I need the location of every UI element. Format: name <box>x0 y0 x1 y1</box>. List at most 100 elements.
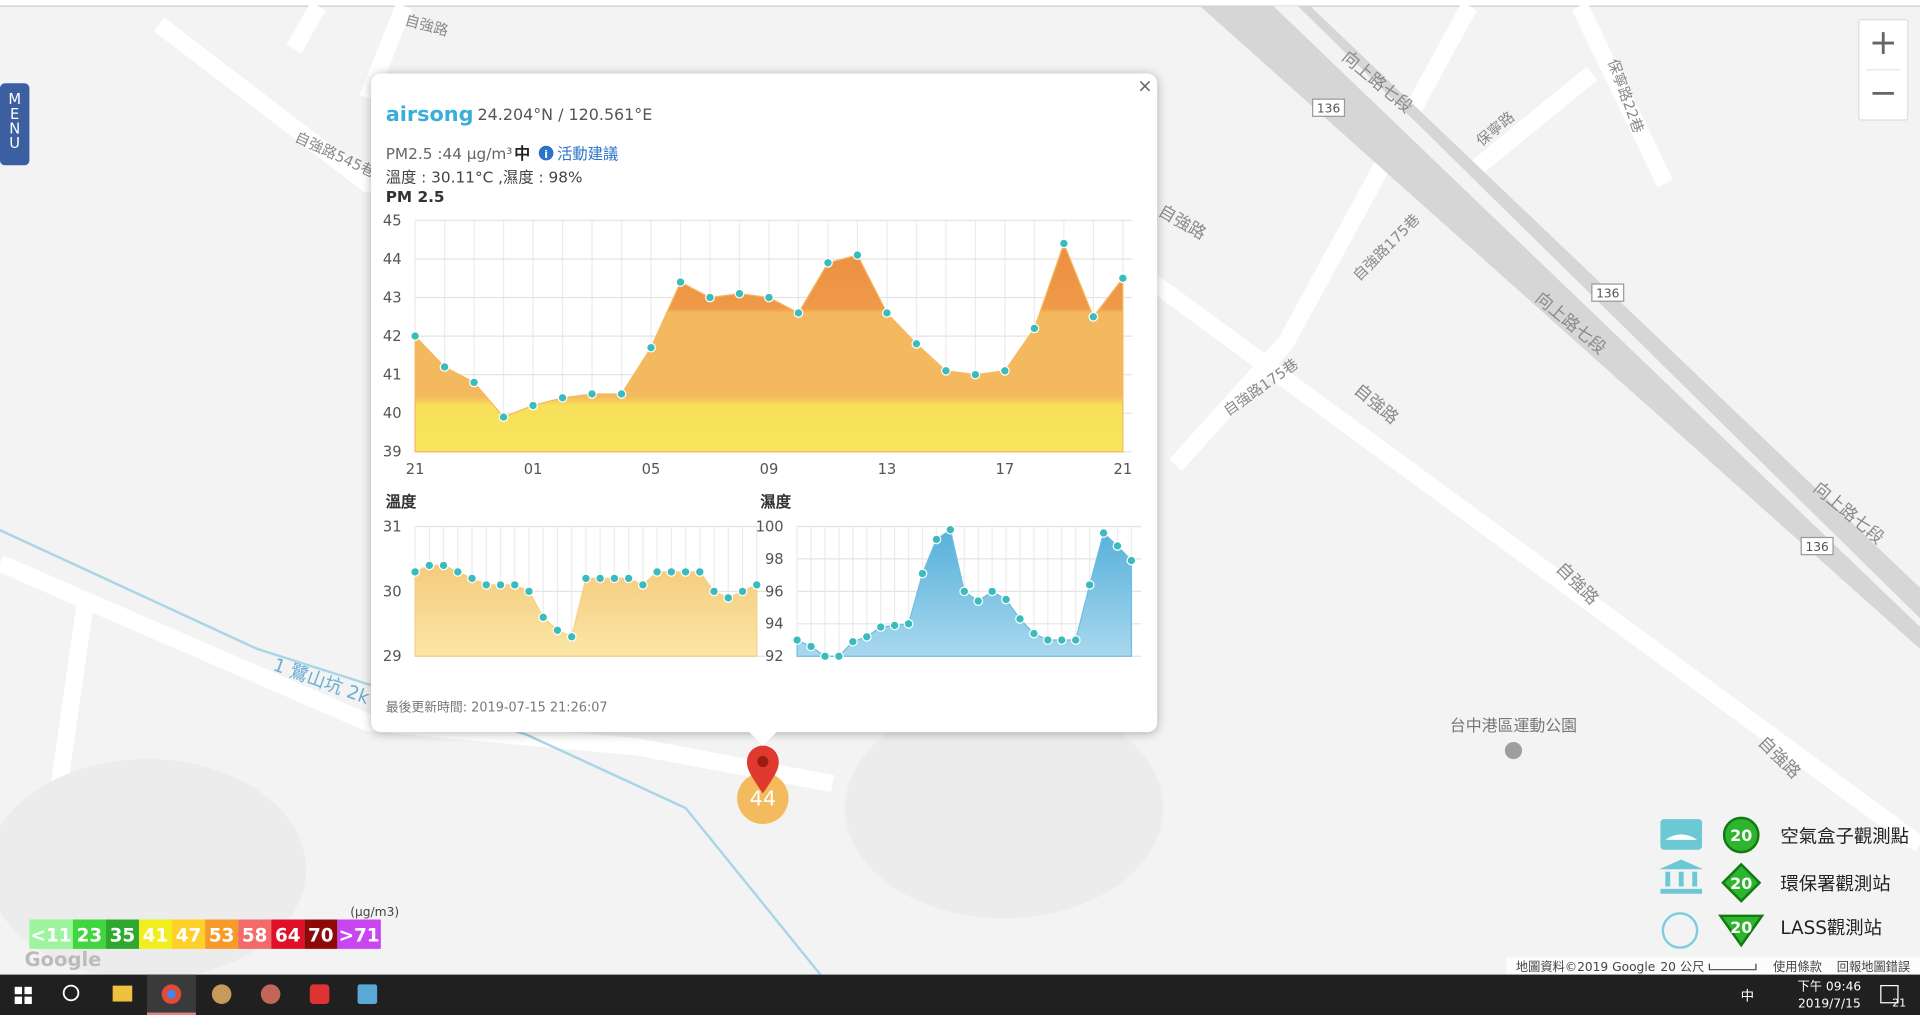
area <box>414 241 1124 453</box>
data-point <box>646 342 656 353</box>
start-tile <box>14 986 23 995</box>
data-point <box>481 579 492 590</box>
data-point <box>931 534 942 545</box>
data-point <box>847 636 858 647</box>
legend-label: 35 <box>110 926 136 947</box>
data-point <box>498 412 509 422</box>
data-point <box>945 524 956 535</box>
data-point <box>609 573 620 584</box>
station-type: LASS觀測站 <box>1780 918 1882 939</box>
place-label: 台中港區運動公園 <box>1450 716 1577 735</box>
data-point <box>959 586 970 597</box>
clock-time[interactable]: 下午 09:46 <box>1798 980 1862 994</box>
river <box>0 529 822 976</box>
data-point <box>666 567 677 577</box>
data-point <box>792 635 803 645</box>
map-pin[interactable] <box>746 745 779 794</box>
data-point <box>882 308 892 318</box>
terms-link[interactable]: 使用條款 <box>1773 959 1822 974</box>
chrome-center <box>167 989 176 999</box>
data-point <box>737 586 748 597</box>
y-tick-label: 41 <box>383 367 402 384</box>
app-icon[interactable] <box>309 984 330 1004</box>
legend-label: 58 <box>242 926 268 947</box>
data-point <box>793 308 804 318</box>
data-point <box>581 573 591 584</box>
station-type: 空氣盒子觀測點 <box>1780 826 1909 847</box>
info-icon <box>538 145 554 161</box>
data-point <box>1117 273 1128 284</box>
y-tick-label: 40 <box>383 405 402 422</box>
data-point <box>587 389 597 399</box>
top-bar <box>0 0 1920 7</box>
start-button[interactable] <box>14 986 32 1004</box>
zoom-out[interactable]: − <box>1869 73 1898 113</box>
pm-level: 中 <box>514 144 530 163</box>
data-point <box>1000 365 1010 376</box>
data-point <box>889 620 900 631</box>
x-tick-label: 21 <box>406 461 425 478</box>
x-tick-label: 05 <box>642 461 661 478</box>
legend-swatch <box>72 919 106 949</box>
road <box>0 555 835 793</box>
legend-label: 53 <box>209 926 235 947</box>
info-glyph: i <box>544 148 548 161</box>
app-icon[interactable] <box>211 984 232 1004</box>
y-tick-label: 92 <box>765 648 784 665</box>
data-point <box>694 567 705 577</box>
station-marker[interactable] <box>737 772 789 824</box>
data-point <box>675 277 686 287</box>
station-badge: 20 <box>1730 826 1752 845</box>
data-point <box>439 362 450 372</box>
attribution-bar <box>1506 957 1920 975</box>
legend-label: 47 <box>176 926 202 947</box>
epa-icon <box>1659 859 1704 894</box>
data-point <box>538 612 549 623</box>
notification-icon[interactable] <box>1880 985 1899 1004</box>
ime-indicator[interactable]: 中 <box>1741 988 1754 1004</box>
legend-label: 64 <box>275 926 301 947</box>
data-point <box>834 651 844 662</box>
explorer-icon[interactable] <box>112 985 133 1002</box>
data-point <box>875 622 886 632</box>
airbox-badge <box>1722 816 1760 854</box>
y-tick-label: 39 <box>383 444 402 461</box>
notification-count: 21 <box>1892 996 1906 1009</box>
data-point <box>705 292 715 303</box>
data-point <box>823 257 833 268</box>
station-badge: 20 <box>1730 874 1752 893</box>
close-button[interactable]: × <box>1137 76 1152 97</box>
legend-label: 41 <box>143 926 169 947</box>
app-icon[interactable] <box>357 984 378 1004</box>
data-point <box>970 369 981 380</box>
route-badge <box>1312 98 1346 117</box>
data-point <box>987 586 998 597</box>
data-point <box>616 389 627 399</box>
chart-title: 溫度 <box>386 493 417 511</box>
data-point <box>941 365 951 376</box>
y-tick-label: 31 <box>383 518 402 535</box>
park <box>844 697 1164 919</box>
data-point <box>973 596 984 607</box>
legend-swatch <box>138 919 173 949</box>
data-point <box>623 573 634 584</box>
zoom-in[interactable]: + <box>1869 23 1898 63</box>
road <box>1571 2 1674 188</box>
legend-label: <11 <box>31 926 72 947</box>
road <box>1451 66 1598 191</box>
route-number: 136 <box>1805 540 1829 554</box>
clock-date[interactable]: 2019/7/15 <box>1798 997 1861 1011</box>
data-point <box>469 377 479 388</box>
report-link[interactable]: 回報地圖錯誤 <box>1837 959 1910 974</box>
x-tick-label: 13 <box>878 461 897 478</box>
legend-swatch <box>304 919 338 949</box>
chart-title: PM 2.5 <box>386 188 445 206</box>
search-button[interactable] <box>62 984 80 1002</box>
advice-link[interactable]: 活動建議 <box>557 145 618 163</box>
data-point <box>1058 238 1069 249</box>
menu-button[interactable] <box>0 83 30 166</box>
app-icon[interactable] <box>260 984 281 1004</box>
marker-value: 44 <box>750 787 776 811</box>
route-number: 136 <box>1317 102 1341 116</box>
